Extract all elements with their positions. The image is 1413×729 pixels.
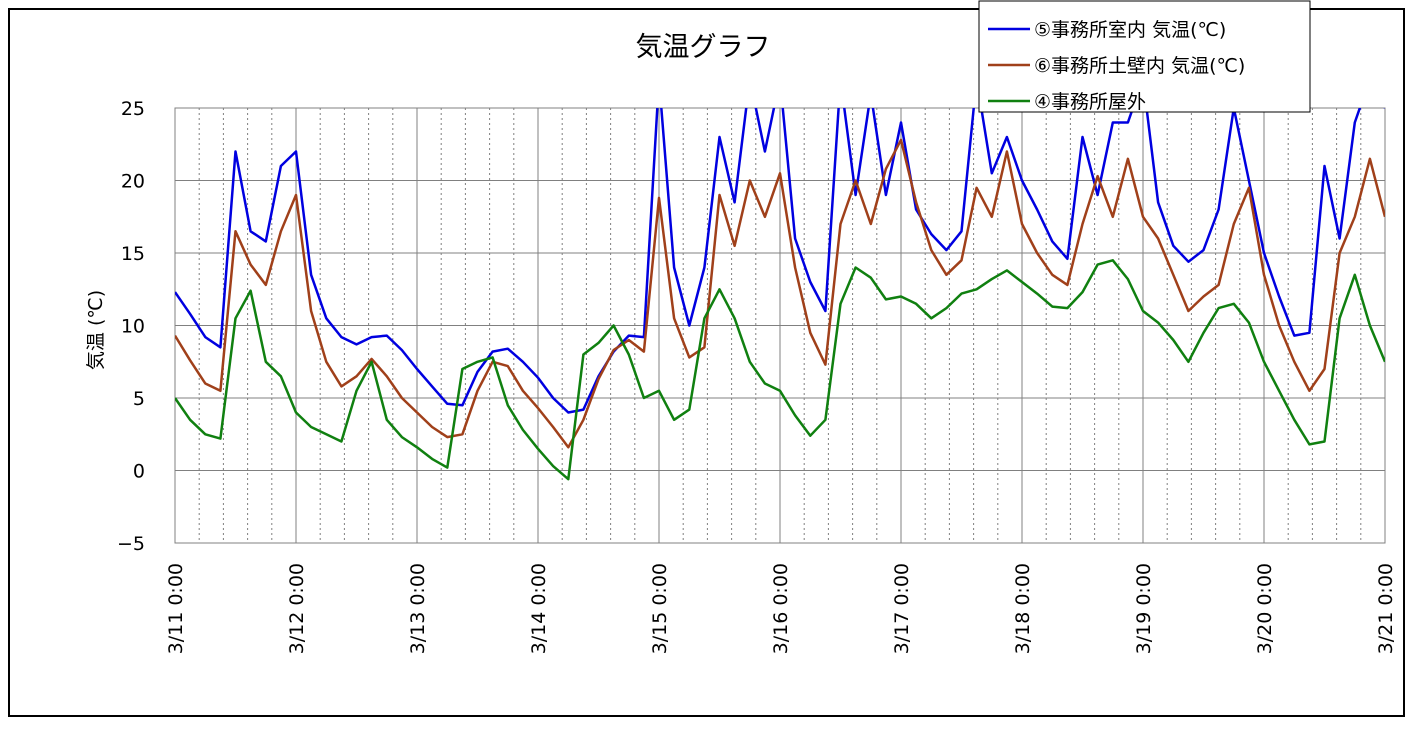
legend: ⑤事務所室内 気温(℃) ⑥事務所土壁内 気温(℃) ④事務所屋外: [978, 0, 1311, 113]
legend-label: ⑤事務所室内 気温(℃): [1034, 19, 1226, 41]
y-axis-label: 気温 (℃): [85, 290, 107, 370]
y-tick-label: 5: [133, 388, 145, 410]
x-tick-label: 3/16 0:00: [770, 563, 792, 654]
x-tick-label: 3/13 0:00: [407, 563, 429, 654]
x-tick-label: 3/14 0:00: [528, 563, 550, 654]
x-tick-label: 3/15 0:00: [649, 563, 671, 654]
y-tick-label: 10: [121, 316, 145, 338]
y-tick-label: 0: [133, 461, 145, 483]
series-line: [175, 259, 1385, 481]
x-tick-label: 3/11 0:00: [165, 563, 187, 654]
y-tick-label: 15: [121, 243, 145, 265]
x-tick-label: 3/18 0:00: [1012, 563, 1034, 654]
legend-box: [978, 0, 1311, 113]
y-tick-label: −5: [117, 533, 145, 555]
series-line: [175, 108, 1385, 414]
legend-label: ⑥事務所土壁内 気温(℃): [1034, 55, 1245, 77]
x-tick-label: 3/19 0:00: [1133, 563, 1155, 654]
series-layer: [175, 108, 1385, 481]
series-line: [175, 138, 1385, 449]
y-tick-label: 25: [121, 98, 145, 120]
x-tick-label: 3/21 0:00: [1375, 563, 1397, 654]
x-tick-label: 3/12 0:00: [286, 563, 308, 654]
legend-label: ④事務所屋外: [1034, 91, 1146, 113]
x-tick-label: 3/17 0:00: [891, 563, 913, 654]
chart-title: 気温グラフ: [636, 32, 771, 63]
y-tick-label: 20: [121, 171, 145, 193]
x-tick-label: 3/20 0:00: [1254, 563, 1276, 654]
